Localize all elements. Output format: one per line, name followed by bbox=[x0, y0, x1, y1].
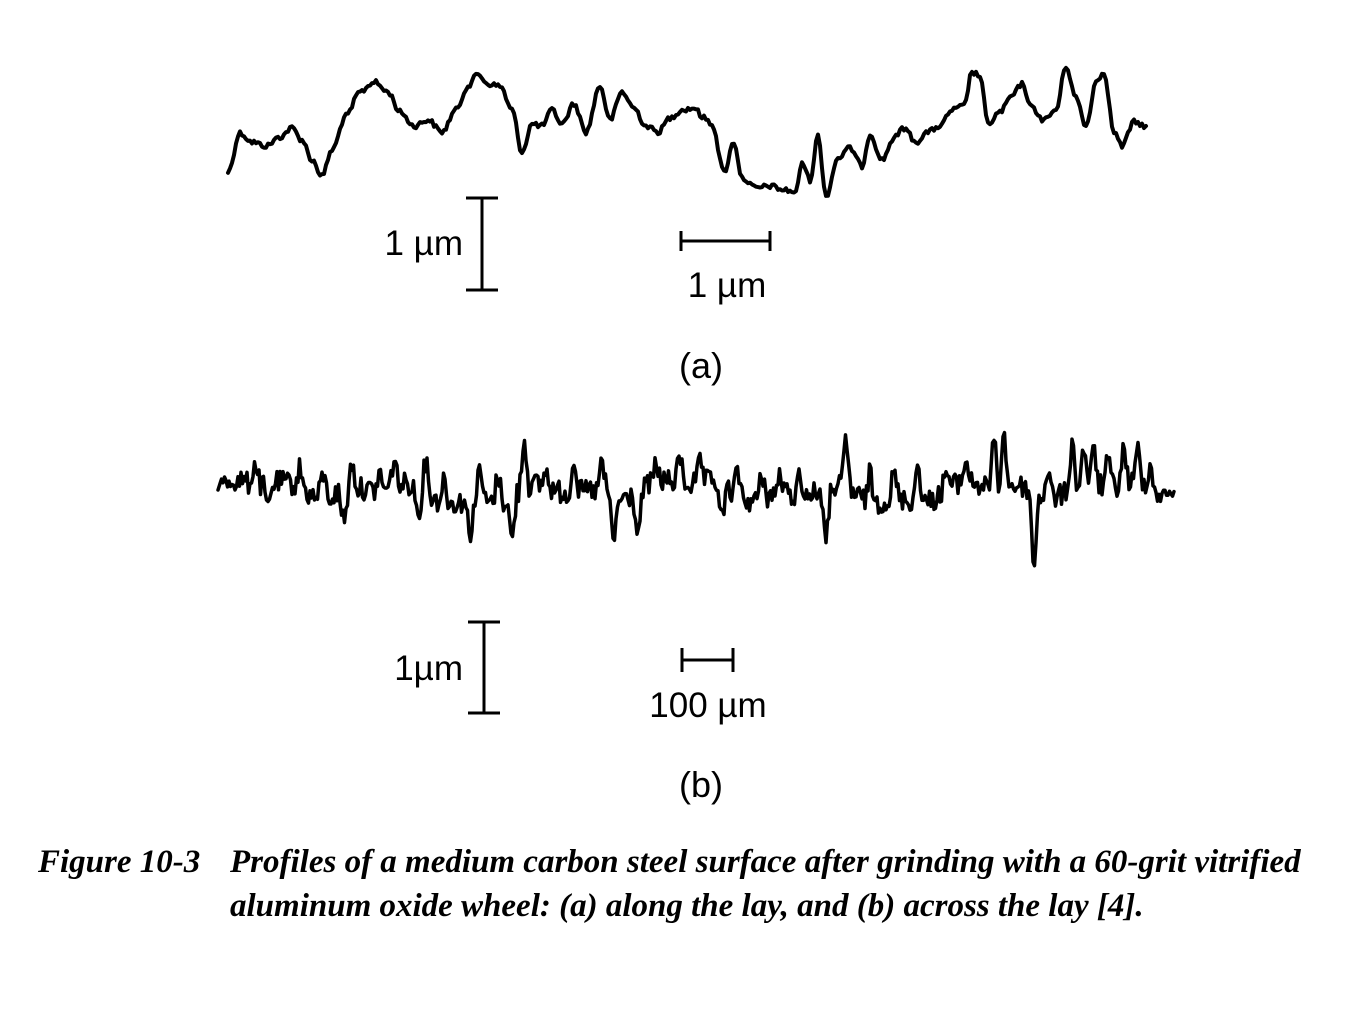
horizontal-scale-label-a: 1 µm bbox=[688, 266, 767, 305]
vertical-scale-bar-a bbox=[466, 196, 498, 292]
profile-trace-a bbox=[226, 65, 1148, 198]
horizontal-scale-bar-a bbox=[679, 231, 772, 251]
caption-number: Figure 10-3 bbox=[38, 844, 201, 880]
vertical-scale-bar-b bbox=[468, 620, 500, 715]
vertical-scale-label-a: 1 µm bbox=[384, 224, 463, 263]
vertical-scale-label-b: 1µm bbox=[394, 649, 463, 688]
panel-label-a: (a) bbox=[679, 345, 723, 386]
horizontal-scale-bar-b bbox=[680, 648, 735, 672]
figure: 1 µm 1 µm (a) 1µm 100 µm (b) bbox=[216, 65, 1176, 805]
profile-trace-b bbox=[216, 430, 1176, 568]
panel-label-b: (b) bbox=[679, 764, 723, 805]
caption-text: Profiles of a medium carbon steel surfac… bbox=[230, 844, 1301, 924]
horizontal-scale-label-b: 100 µm bbox=[649, 686, 766, 725]
figure-caption: Figure 10-3 Profiles of a medium carbon … bbox=[38, 840, 1328, 928]
